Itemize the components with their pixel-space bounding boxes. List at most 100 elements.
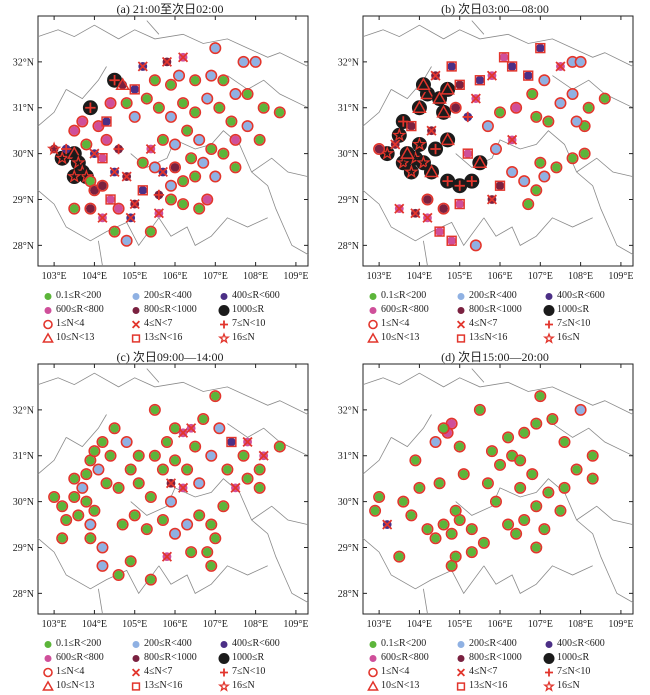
station-marker bbox=[538, 74, 551, 87]
station-marker bbox=[424, 164, 440, 180]
legend-label: 0.1≤R<200 bbox=[381, 290, 427, 301]
station-marker bbox=[229, 133, 242, 146]
station-marker bbox=[230, 482, 241, 493]
count-symbol bbox=[209, 532, 222, 545]
legend-label: 13≤N<16 bbox=[144, 332, 183, 343]
station-marker bbox=[369, 504, 382, 517]
legend-label: 4≤N<7 bbox=[144, 666, 173, 677]
count-symbol bbox=[88, 445, 101, 458]
station-marker bbox=[446, 235, 457, 246]
rain-dot bbox=[471, 240, 481, 250]
boundary-line bbox=[391, 66, 432, 100]
station-marker bbox=[68, 202, 81, 215]
count-symbol bbox=[100, 477, 113, 490]
rain-dot bbox=[576, 405, 586, 415]
rain-dot bbox=[150, 75, 160, 85]
station-marker bbox=[80, 138, 93, 151]
count-symbol bbox=[410, 208, 421, 219]
station-marker bbox=[437, 422, 450, 435]
legend-label: 400≤R<600 bbox=[232, 638, 280, 649]
count-symbol bbox=[273, 106, 286, 119]
count-symbol bbox=[437, 202, 450, 215]
count-symbol bbox=[153, 189, 165, 201]
legend-label: 7≤N<10 bbox=[557, 318, 591, 329]
count-symbol bbox=[80, 138, 93, 151]
count-symbol bbox=[129, 84, 140, 95]
legend-dot bbox=[132, 293, 140, 300]
count-symbol bbox=[554, 504, 567, 517]
rain-dot bbox=[146, 227, 156, 236]
station-marker bbox=[437, 518, 450, 531]
rain-dot bbox=[122, 437, 132, 447]
x-tick-label: 104°E bbox=[82, 271, 107, 282]
count-symbol bbox=[570, 463, 583, 476]
rain-dot bbox=[231, 89, 240, 99]
station-marker bbox=[205, 69, 218, 82]
count-symbol bbox=[486, 70, 498, 81]
legend-symbol bbox=[42, 332, 54, 343]
station-marker bbox=[96, 179, 109, 192]
x-tick-label: 105°E bbox=[447, 619, 472, 630]
rain-dot bbox=[511, 103, 521, 113]
count-symbol bbox=[148, 403, 161, 416]
count-symbol bbox=[144, 225, 157, 238]
count-symbol bbox=[506, 165, 519, 178]
legend-symbol bbox=[218, 680, 230, 692]
x-tick-label: 108°E bbox=[243, 271, 268, 282]
count-symbol bbox=[161, 56, 173, 67]
station-marker bbox=[390, 139, 401, 150]
rain-dot bbox=[154, 103, 164, 113]
legend-swatch bbox=[220, 320, 228, 329]
boundary-line bbox=[552, 423, 634, 457]
count-symbol bbox=[473, 403, 486, 416]
count-symbol bbox=[391, 127, 407, 142]
legend-swatch bbox=[369, 307, 377, 314]
rain-dot bbox=[98, 181, 107, 191]
rain-dot bbox=[552, 162, 561, 172]
rain-dot bbox=[77, 483, 87, 493]
rain-dot bbox=[166, 497, 176, 507]
station-marker bbox=[152, 101, 165, 114]
rain-dot bbox=[507, 451, 517, 461]
station-marker bbox=[586, 472, 599, 485]
rain-dot bbox=[406, 121, 416, 131]
station-marker bbox=[481, 477, 494, 490]
legend-label: 4≤N<7 bbox=[469, 318, 498, 329]
station-marker bbox=[108, 225, 121, 238]
station-marker bbox=[393, 550, 406, 563]
station-marker bbox=[373, 143, 386, 156]
count-symbol bbox=[201, 193, 214, 206]
station-marker bbox=[555, 61, 566, 72]
station-marker bbox=[538, 523, 551, 536]
count-symbol bbox=[156, 133, 169, 146]
count-symbol bbox=[489, 143, 502, 156]
count-symbol bbox=[189, 440, 202, 453]
rain-dot bbox=[150, 451, 160, 461]
count-symbol bbox=[416, 155, 431, 169]
station-marker bbox=[530, 541, 543, 554]
station-marker bbox=[494, 180, 506, 191]
y-tick-label: 28°N bbox=[13, 241, 34, 252]
legend-dot bbox=[369, 293, 377, 300]
station-marker bbox=[80, 495, 93, 508]
count-symbol bbox=[526, 468, 539, 481]
count-symbol bbox=[518, 426, 531, 439]
boundary-line bbox=[37, 189, 160, 247]
count-symbol bbox=[60, 513, 73, 526]
station-marker bbox=[449, 101, 462, 114]
rain-dot bbox=[539, 172, 549, 181]
station-marker bbox=[253, 463, 266, 476]
boundary-line bbox=[471, 368, 485, 383]
legend-symbol bbox=[456, 682, 466, 691]
rain-dot bbox=[166, 195, 176, 204]
rain-dot bbox=[423, 524, 432, 534]
station-marker bbox=[485, 445, 498, 458]
rain-dot bbox=[106, 195, 115, 204]
rain-dot bbox=[231, 162, 240, 172]
count-symbol bbox=[169, 454, 182, 467]
count-symbol bbox=[156, 463, 169, 476]
rain-dot bbox=[81, 497, 91, 507]
count-symbol bbox=[430, 70, 441, 81]
rain-dot bbox=[69, 474, 79, 484]
rain-dot bbox=[102, 117, 111, 126]
